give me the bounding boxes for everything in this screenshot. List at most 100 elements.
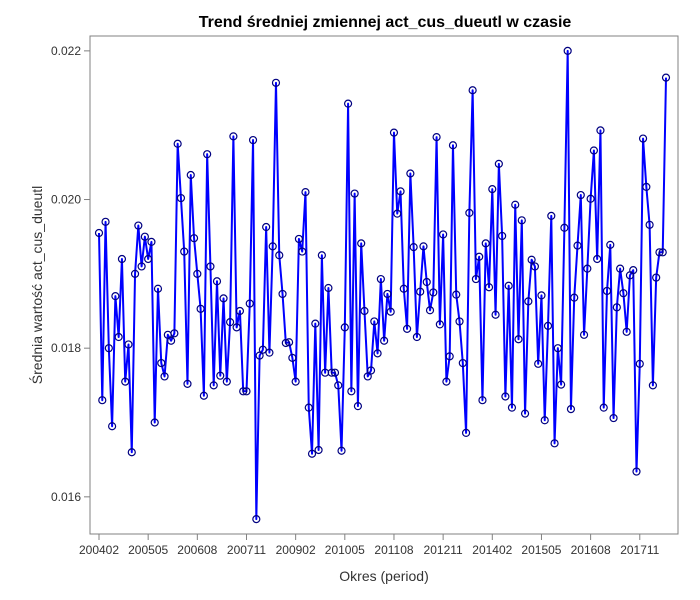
data-point (593, 254, 602, 264)
data-point (101, 217, 110, 226)
data-point (402, 324, 412, 333)
data-point (130, 269, 140, 278)
data-point (127, 448, 136, 457)
data-point (484, 283, 494, 292)
x-tick-label: 200711 (227, 543, 266, 557)
x-tick-label: 200402 (79, 543, 119, 557)
data-point (108, 422, 117, 431)
x-tick-label: 200505 (128, 543, 168, 557)
data-point (461, 428, 471, 438)
data-point (104, 344, 113, 353)
data-point (281, 338, 290, 348)
data-point (612, 303, 621, 312)
data-point (248, 135, 258, 145)
x-axis: 200402 200505 200608 200711 200902 201005 2011… (79, 534, 660, 557)
data-point (629, 266, 638, 275)
data-point (153, 284, 163, 293)
data-point (98, 396, 107, 405)
y-tick-label: 0.022 (51, 44, 81, 58)
data-point (389, 128, 399, 137)
data-point (203, 150, 212, 159)
x-tick-label: 201211 (424, 543, 463, 557)
data-point (183, 379, 192, 388)
data-point (222, 377, 231, 386)
data-point (373, 349, 382, 358)
data-point (189, 234, 199, 243)
data-point (150, 418, 159, 427)
data-point (278, 289, 287, 299)
data-point (386, 307, 395, 316)
data-point (350, 189, 359, 198)
data-point (504, 281, 513, 290)
data-point (173, 139, 182, 148)
data-point (583, 264, 592, 273)
y-axis-label: Średnia wartość act_cus_dueutl (28, 186, 45, 384)
data-point (429, 288, 438, 297)
data-point (638, 134, 648, 143)
data-point (262, 222, 271, 232)
data-point (527, 255, 536, 264)
data-point (311, 319, 320, 328)
y-tick-label: 0.020 (51, 193, 81, 207)
data-point (606, 240, 615, 249)
data-point (137, 262, 146, 271)
data-point (304, 403, 313, 412)
data-point (114, 332, 123, 342)
data-point (327, 368, 336, 377)
data-point (412, 332, 422, 342)
data-point (507, 403, 517, 412)
data-point (265, 348, 274, 357)
data-point (576, 190, 585, 200)
data-point (258, 345, 267, 354)
x-tick-label: 200902 (276, 543, 316, 557)
data-point (432, 132, 441, 142)
data-point (520, 409, 530, 418)
data-point (655, 248, 664, 257)
data-point (406, 169, 415, 178)
data-point (622, 327, 631, 336)
data-point (121, 377, 130, 386)
data-point (550, 439, 559, 448)
data-point (511, 200, 520, 209)
data-point (242, 387, 251, 396)
data-point (579, 330, 589, 339)
data-point (275, 251, 284, 260)
data-point (157, 358, 166, 368)
data-point (196, 304, 205, 313)
data-point (167, 336, 176, 345)
data-point (560, 223, 569, 232)
data-point (563, 46, 572, 55)
data-point (193, 269, 202, 278)
data-point (206, 262, 215, 271)
data-point (288, 353, 297, 362)
data-point (409, 242, 418, 252)
data-point (652, 273, 661, 282)
data-point (573, 241, 582, 250)
data-point (599, 403, 608, 412)
x-tick-label: 201108 (374, 543, 413, 557)
data-point (235, 306, 245, 316)
data-point (645, 220, 654, 229)
data-point (94, 228, 104, 238)
data-point (616, 264, 625, 273)
data-point (419, 242, 428, 251)
data-point (219, 294, 228, 303)
data-point (455, 317, 464, 326)
data-point (514, 335, 523, 344)
data-point (635, 359, 644, 368)
data-point (229, 132, 238, 141)
data-point (147, 237, 156, 246)
data-point (212, 277, 222, 286)
data-point (399, 284, 408, 293)
data-point (439, 230, 448, 239)
x-tick-label: 201402 (472, 543, 512, 557)
data-point (232, 323, 241, 332)
data-point (284, 338, 294, 347)
data-point (239, 387, 248, 396)
data-point (547, 211, 556, 220)
data-point (307, 449, 317, 458)
data-point (360, 306, 369, 316)
data-point (589, 146, 599, 155)
x-tick-label: 201608 (571, 543, 611, 557)
data-point (294, 234, 304, 244)
